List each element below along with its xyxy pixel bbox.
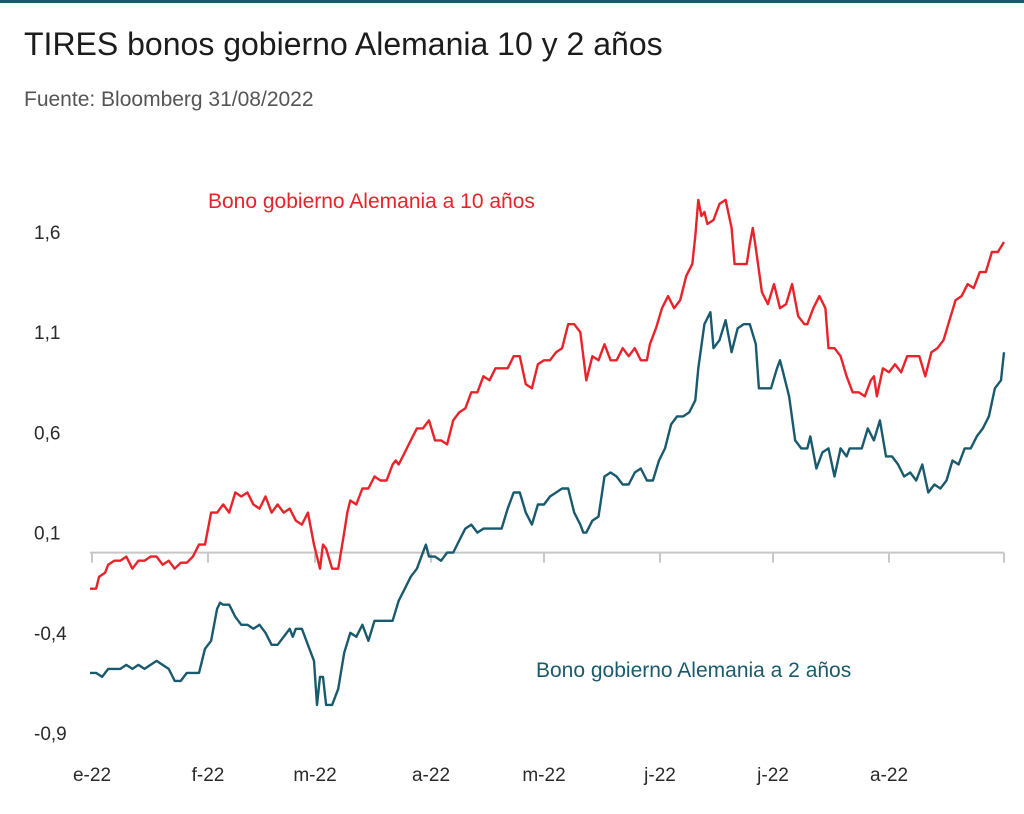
x-tick-label: e-22 xyxy=(73,765,111,786)
x-tick-label: m-22 xyxy=(293,765,336,786)
x-tick-label: j-22 xyxy=(643,765,676,786)
y-axis-ticks: 1,6 1,1 0,6 0,1 -0,4 -0,9 xyxy=(34,223,67,745)
series-line-2y xyxy=(90,311,1006,707)
y-tick-label: 1,1 xyxy=(34,323,60,344)
y-tick-label: -0,9 xyxy=(34,724,67,745)
chart-subtitle: Fuente: Bloomberg 31/08/2022 xyxy=(24,88,314,111)
series-line-10y xyxy=(90,198,1006,590)
y-tick-label: 0,6 xyxy=(34,423,60,444)
x-tick-label: m-22 xyxy=(522,765,565,786)
series-lines xyxy=(90,198,1006,707)
x-tick-label: j-22 xyxy=(756,765,789,786)
x-tick-label: a-22 xyxy=(870,765,908,786)
y-tick-label: 1,6 xyxy=(34,223,60,244)
chart-title: TIRES bonos gobierno Alemania 10 y 2 año… xyxy=(24,26,663,62)
y-tick-label: 0,1 xyxy=(34,524,60,545)
x-tick-label: a-22 xyxy=(412,765,450,786)
x-tick-marks xyxy=(91,552,1005,563)
x-tick-label: f-22 xyxy=(192,765,225,786)
x-axis-ticks: e-22 f-22 m-22 a-22 m-22 j-22 j-22 a-22 xyxy=(73,765,908,786)
series-label-10y: Bono gobierno Alemania a 10 años xyxy=(208,190,535,213)
top-accent-bar xyxy=(0,0,1024,3)
y-tick-label: -0,4 xyxy=(34,624,67,645)
series-label-2y: Bono gobierno Alemania a 2 años xyxy=(536,659,851,682)
